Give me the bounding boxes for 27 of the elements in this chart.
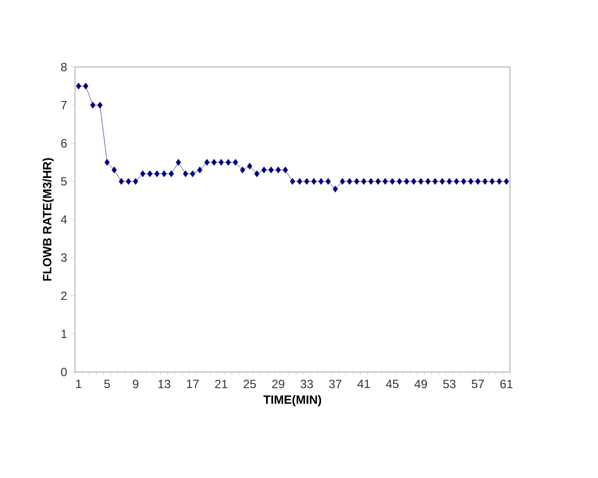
- x-tick-label: 61: [500, 380, 512, 388]
- y-tick-label: 8: [61, 62, 67, 72]
- x-tick-label: 9: [132, 380, 138, 388]
- x-axis-title: TIME(MIN): [263, 395, 322, 406]
- y-tick-label: 1: [61, 330, 67, 338]
- x-tick-label: 17: [186, 380, 199, 388]
- y-tick-label: 3: [61, 253, 67, 262]
- x-tick-label: 29: [272, 380, 284, 388]
- x-tick-label: 45: [386, 380, 398, 388]
- x-tick-label: 41: [357, 380, 370, 388]
- x-tick-label: 13: [158, 380, 170, 388]
- y-tick-label: 4: [60, 215, 67, 224]
- x-tick-label: 37: [329, 380, 342, 388]
- x-tick-label: 21: [215, 380, 228, 388]
- y-tick-label: 6: [61, 139, 67, 148]
- x-tick-label: 49: [414, 380, 427, 388]
- y-tick-label: 2: [61, 292, 67, 300]
- y-axis-title: FLOWB RATE(M3/HR): [42, 158, 54, 281]
- y-tick-label: 7: [61, 101, 67, 110]
- y-tick-label: 5: [61, 177, 67, 186]
- x-tick-label: 1: [76, 380, 82, 388]
- x-tick-label: 5: [104, 380, 110, 388]
- x-tick-label: 25: [244, 380, 256, 388]
- x-tick-label: 53: [443, 380, 456, 388]
- x-tick-label: 33: [300, 380, 313, 388]
- y-tick-label: 0: [61, 368, 67, 376]
- x-tick-label: 57: [472, 380, 484, 388]
